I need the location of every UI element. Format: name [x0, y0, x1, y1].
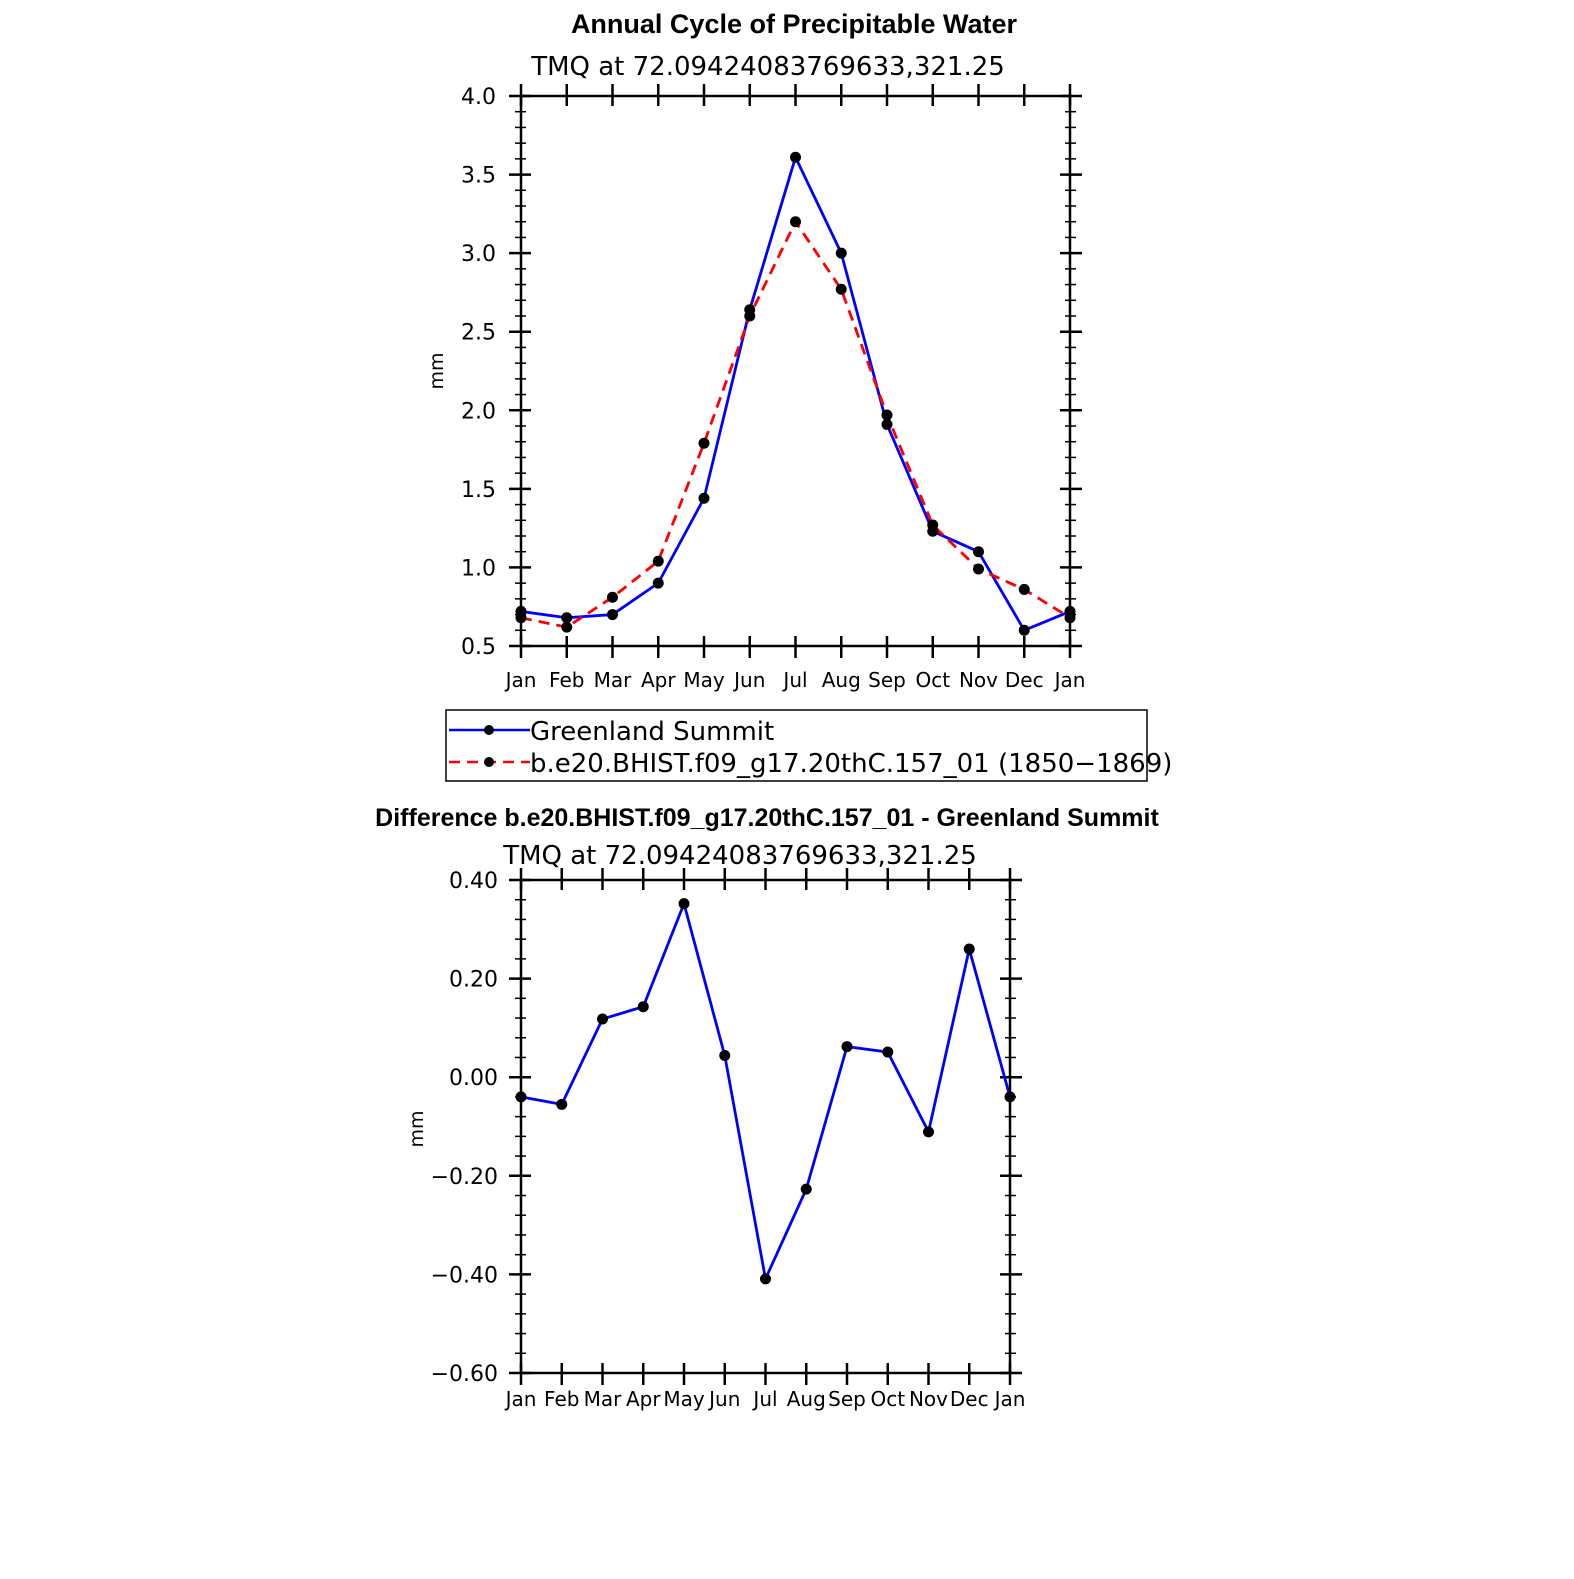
series-0-point [760, 1273, 771, 1285]
x-tick-label: Sep [868, 668, 906, 692]
y-tick-labels: 4.0 3.5 3.0 2.5 2.0 1.5 1.0 0.5 [461, 85, 496, 660]
y-tick-label: 3.5 [461, 164, 496, 189]
x-tick-label: Jan [993, 1387, 1026, 1411]
x-tick-label: Mar [584, 1387, 623, 1411]
x-tick-label: Jul [751, 1387, 777, 1411]
x-tick-label: Dec [950, 1387, 989, 1411]
y-tick-label: 3.0 [461, 242, 496, 267]
series-0-point [790, 151, 801, 163]
y-tick-label: 2.5 [461, 321, 496, 346]
x-tick-labels: Jan Feb Mar Apr May Jun Jul Aug Sep Oct Nov Dec Jan [504, 1387, 1026, 1411]
y-tick-label: −0.20 [431, 1165, 498, 1190]
y-tick-label: 0.20 [449, 968, 498, 993]
x-tick-label: Dec [1005, 668, 1044, 692]
plot-frame [519, 878, 1012, 1375]
legend-label-model: b.e20.BHIST.f09_g17.20thC.157_01 (1850−1… [530, 749, 1172, 779]
legend-marker-greenland-summit [484, 725, 494, 735]
series-1-point [698, 437, 710, 449]
y-tick-label: 0.40 [449, 869, 498, 894]
legend-marker-model [484, 757, 494, 767]
panel-difference: Difference b.e20.BHIST.f09_g17.20thC.157… [375, 804, 1159, 1411]
chart-title: Difference b.e20.BHIST.f09_g17.20thC.157… [375, 804, 1159, 832]
series-0-point [835, 247, 847, 259]
series-0-point [597, 1013, 608, 1025]
series-layer [515, 898, 1016, 1285]
series-0-point [719, 1050, 731, 1062]
y-tick-label: 0.00 [449, 1066, 498, 1091]
series-0-point [607, 609, 618, 621]
x-tick-label: Nov [909, 1387, 948, 1411]
legend: Greenland Summit b.e20.BHIST.f09_g17.20t… [445, 709, 1172, 782]
y-tick-label: −0.60 [431, 1362, 498, 1387]
chart-subtitle: TMQ at 72.09424083769633,321.25 [530, 52, 1005, 82]
series-0-point [923, 1126, 934, 1138]
y-tick-label: 4.0 [461, 85, 496, 110]
x-tick-label: Jun [732, 668, 765, 692]
series-1-point [1018, 583, 1030, 595]
x-tick-label: Mar [594, 668, 633, 692]
series-1-point [607, 591, 618, 603]
y-tick-label: −0.40 [431, 1263, 498, 1288]
series-0-point [637, 1001, 649, 1013]
x-tick-label: Aug [787, 1387, 826, 1411]
x-tick-label: Jul [781, 668, 807, 692]
x-tick-label: Feb [549, 668, 584, 692]
x-tick-label: Feb [544, 1387, 579, 1411]
x-tick-label: May [663, 1387, 705, 1411]
x-tick-label: Apr [641, 668, 676, 692]
series-1-point [790, 216, 801, 228]
series-0-point [963, 943, 975, 955]
x-tick-label: Oct [870, 1387, 905, 1411]
series-1-point [652, 555, 664, 567]
series-layer [515, 151, 1076, 636]
panel-annual-cycle: Annual Cycle of Precipitable Water TMQ a… [426, 9, 1085, 692]
legend-label-greenland-summit: Greenland Summit [530, 717, 774, 747]
x-tick-labels: Jan Feb Mar Apr May Jun Jul Aug Sep Oct Nov Dec Jan [504, 668, 1086, 692]
series-0-point [1018, 624, 1030, 636]
chart-title: Annual Cycle of Precipitable Water [571, 9, 1018, 39]
x-tick-label: Sep [828, 1387, 866, 1411]
series-1-point [881, 409, 893, 421]
y-axis-label: mm [406, 1110, 428, 1147]
x-tick-label: Jan [504, 668, 537, 692]
y-tick-label: 2.0 [461, 399, 496, 424]
series-0-point [561, 612, 573, 624]
plot-frame [519, 94, 1072, 648]
x-tick-label: Nov [959, 668, 998, 692]
series-0-point [881, 418, 893, 430]
series-1-point [835, 283, 847, 295]
y-tick-labels: 0.40 0.20 0.00 −0.20 −0.40 −0.60 [431, 869, 498, 1387]
series-0-point [841, 1041, 853, 1053]
legend-box [445, 709, 1148, 782]
series-0-point [973, 546, 984, 558]
series-0-point [800, 1183, 812, 1195]
y-axis-label: mm [426, 352, 448, 389]
series-1-point [744, 310, 756, 322]
x-tick-label: Jan [1053, 668, 1086, 692]
x-tick-label: Oct [915, 668, 950, 692]
x-tick-label: Apr [626, 1387, 661, 1411]
series-0-point [652, 577, 664, 589]
series-0-point [556, 1098, 568, 1110]
series-1-point [973, 563, 984, 575]
x-tick-label: May [683, 668, 725, 692]
y-tick-label: 1.5 [461, 478, 496, 503]
y-tick-label: 0.5 [461, 635, 496, 660]
series-1-point [927, 519, 939, 531]
x-tick-label: Jun [707, 1387, 740, 1411]
series-1-point [561, 621, 573, 633]
series-0-point [698, 492, 710, 504]
chart-subtitle: TMQ at 72.09424083769633,321.25 [502, 841, 977, 871]
x-tick-label: Aug [822, 668, 861, 692]
y-tick-label: 1.0 [461, 556, 496, 581]
series-0-point [678, 898, 690, 910]
x-tick-label: Jan [504, 1387, 537, 1411]
series-0-point [882, 1046, 894, 1058]
